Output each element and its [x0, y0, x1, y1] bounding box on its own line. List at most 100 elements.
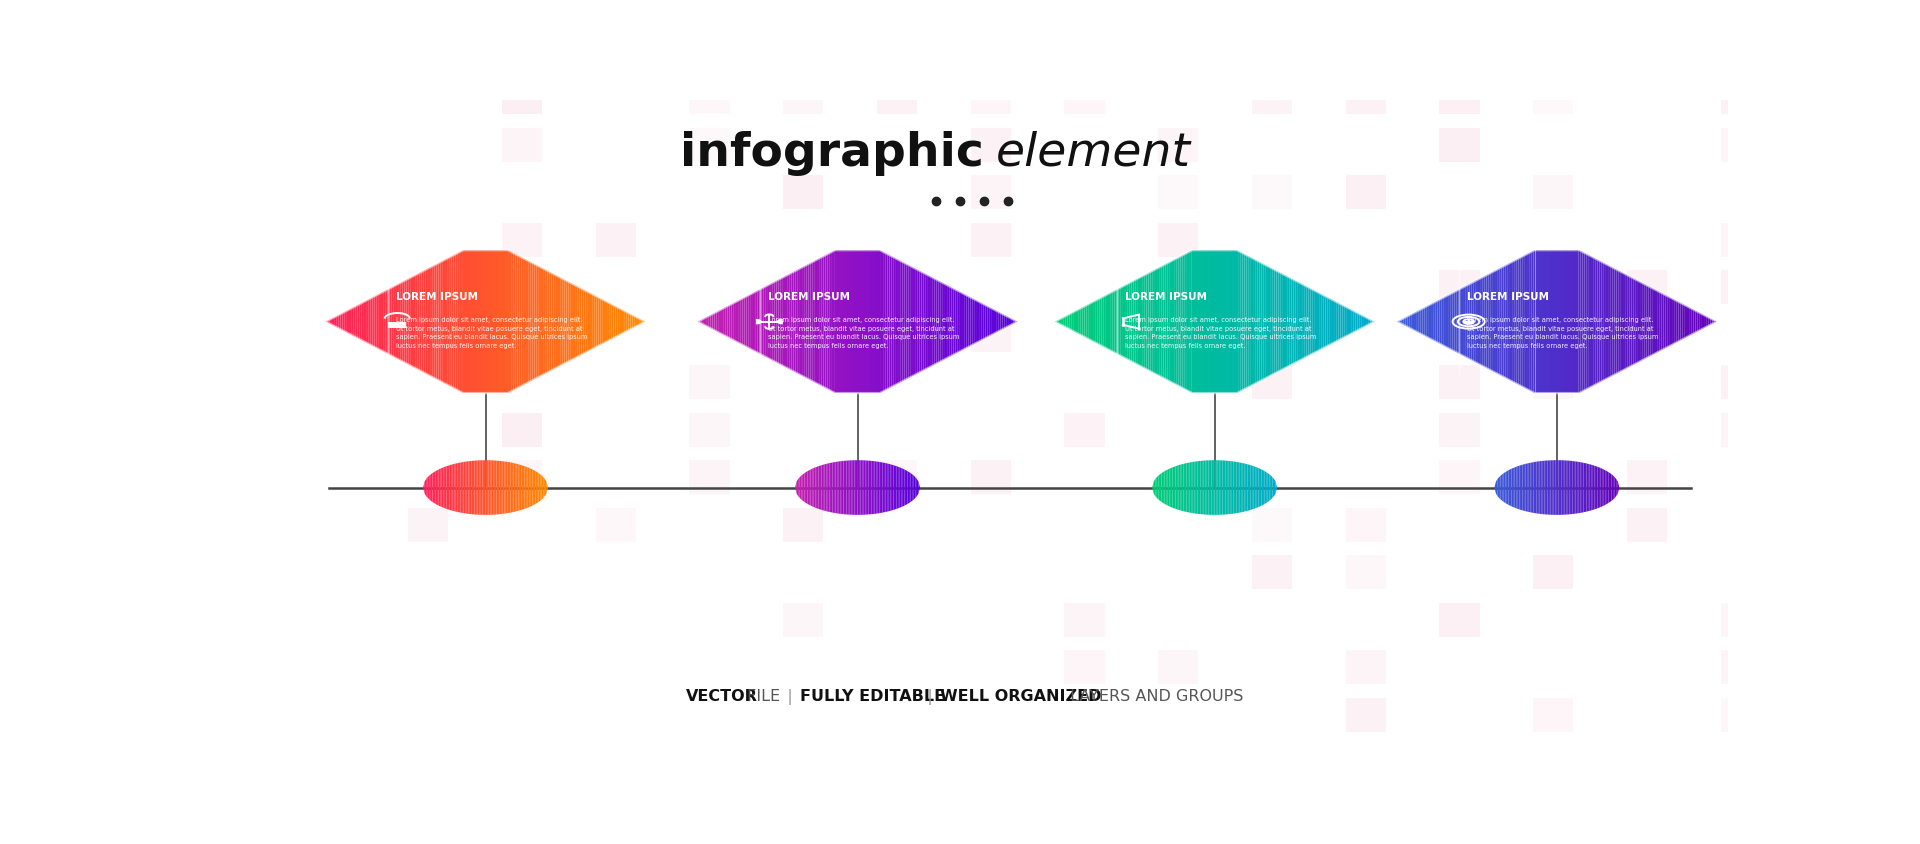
Polygon shape	[1119, 288, 1121, 357]
Polygon shape	[1323, 295, 1325, 349]
Polygon shape	[1701, 315, 1705, 330]
Bar	[1532, 271, 1572, 305]
Text: Lorem ipsum dolor sit amet, consectetur adipiscing elit.
Ut tortor metus, blandi: Lorem ipsum dolor sit amet, consectetur …	[1467, 316, 1659, 349]
Polygon shape	[1553, 251, 1555, 393]
Polygon shape	[607, 302, 609, 342]
Polygon shape	[515, 255, 518, 390]
Polygon shape	[641, 320, 643, 324]
Polygon shape	[1273, 269, 1275, 376]
Polygon shape	[1659, 292, 1661, 352]
Polygon shape	[889, 256, 891, 389]
Polygon shape	[1411, 313, 1413, 331]
Polygon shape	[1321, 295, 1323, 350]
Polygon shape	[812, 262, 814, 383]
Polygon shape	[1557, 251, 1559, 393]
Text: FULLY EDITABLE: FULLY EDITABLE	[799, 689, 945, 703]
Bar	[689, 461, 730, 495]
Bar	[1346, 81, 1386, 115]
Bar	[1252, 508, 1292, 542]
Polygon shape	[545, 270, 547, 375]
Polygon shape	[1436, 301, 1438, 344]
Polygon shape	[361, 302, 365, 342]
Polygon shape	[918, 270, 920, 375]
Polygon shape	[954, 289, 956, 355]
Polygon shape	[1653, 289, 1655, 355]
Polygon shape	[1486, 274, 1488, 370]
Polygon shape	[499, 251, 501, 393]
Polygon shape	[772, 282, 774, 362]
Text: |: |	[912, 688, 948, 704]
Polygon shape	[1139, 278, 1140, 366]
Polygon shape	[1081, 308, 1083, 337]
Polygon shape	[611, 305, 614, 340]
Polygon shape	[1338, 303, 1340, 341]
Text: LOREM IPSUM: LOREM IPSUM	[1467, 291, 1549, 301]
Polygon shape	[1114, 290, 1117, 354]
Polygon shape	[1069, 313, 1071, 331]
Polygon shape	[1277, 271, 1279, 373]
Polygon shape	[1244, 255, 1246, 390]
Bar	[1720, 698, 1761, 732]
Polygon shape	[340, 313, 342, 331]
Polygon shape	[1000, 313, 1002, 331]
Polygon shape	[1542, 251, 1544, 393]
Polygon shape	[476, 251, 480, 393]
Bar	[1720, 603, 1761, 636]
Polygon shape	[1452, 292, 1455, 352]
Polygon shape	[1555, 251, 1557, 393]
Polygon shape	[1655, 290, 1657, 354]
Polygon shape	[753, 292, 755, 352]
Polygon shape	[438, 262, 442, 382]
Bar	[1440, 81, 1480, 115]
Polygon shape	[643, 321, 645, 323]
Bar	[877, 81, 918, 115]
Polygon shape	[1014, 320, 1016, 324]
Polygon shape	[547, 271, 549, 373]
Polygon shape	[1459, 289, 1461, 355]
Polygon shape	[1106, 295, 1108, 350]
Polygon shape	[1705, 316, 1707, 329]
Polygon shape	[1221, 251, 1223, 393]
Polygon shape	[1002, 315, 1004, 330]
Polygon shape	[1066, 316, 1068, 329]
Bar	[1532, 555, 1572, 589]
Bar	[1440, 271, 1480, 305]
Polygon shape	[1062, 318, 1064, 327]
Bar	[689, 81, 730, 115]
Text: infographic: infographic	[680, 131, 983, 176]
Polygon shape	[1450, 294, 1452, 351]
Polygon shape	[451, 256, 453, 389]
Polygon shape	[977, 301, 979, 344]
Polygon shape	[1515, 260, 1517, 384]
Polygon shape	[566, 281, 568, 363]
Polygon shape	[1480, 278, 1482, 366]
Polygon shape	[1315, 291, 1317, 354]
Polygon shape	[1144, 274, 1146, 370]
Polygon shape	[1620, 273, 1622, 372]
Polygon shape	[488, 251, 490, 393]
Polygon shape	[929, 277, 933, 368]
Polygon shape	[1501, 267, 1503, 377]
Polygon shape	[372, 297, 374, 348]
Polygon shape	[1471, 282, 1475, 362]
Polygon shape	[1202, 251, 1204, 393]
Polygon shape	[1148, 273, 1150, 372]
Polygon shape	[1624, 274, 1628, 370]
Bar	[501, 224, 541, 257]
Polygon shape	[1235, 251, 1236, 393]
Bar	[1064, 603, 1104, 636]
Polygon shape	[1233, 251, 1235, 393]
Bar	[1346, 555, 1386, 589]
Polygon shape	[707, 316, 708, 327]
Polygon shape	[1089, 303, 1091, 341]
Polygon shape	[806, 264, 808, 380]
Polygon shape	[1346, 308, 1350, 337]
Polygon shape	[783, 277, 785, 368]
Bar	[1720, 224, 1761, 257]
Polygon shape	[985, 306, 987, 339]
Polygon shape	[411, 277, 413, 368]
Polygon shape	[712, 313, 714, 331]
Polygon shape	[789, 273, 791, 371]
Polygon shape	[330, 319, 332, 326]
Polygon shape	[578, 287, 580, 358]
